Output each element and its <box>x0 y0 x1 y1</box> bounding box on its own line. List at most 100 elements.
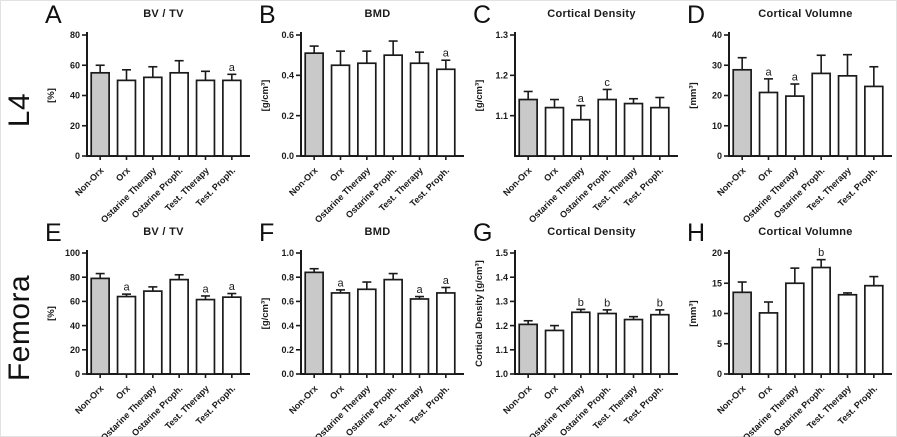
panel-b: B BMD 0.0 0.2 0.4 0.6 [g/cm³] Non-Orx Orx Ostar… <box>253 1 467 225</box>
y-tick-label: 1.4 <box>495 272 508 282</box>
bar-2 <box>357 288 377 375</box>
y-tick-label: 40 <box>712 30 722 40</box>
y-tick-label: 30 <box>712 60 722 70</box>
y-tick-label: 0.0 <box>281 369 294 379</box>
bar-5 <box>222 79 242 157</box>
y-axis-label: [mm³] <box>688 82 699 108</box>
significance-letter: c <box>604 77 610 89</box>
bar-0 <box>90 71 110 157</box>
y-tick-label: 1.2 <box>495 71 508 81</box>
bar-4 <box>837 293 858 375</box>
x-tick-label: Non-Orx <box>287 383 320 416</box>
y-tick-label: 1.2 <box>495 321 508 331</box>
y-tick-label: 1.3 <box>495 297 508 307</box>
x-tick-label: Orx <box>756 165 774 183</box>
bar-2 <box>571 118 591 157</box>
panel-letter-g: G <box>473 219 493 247</box>
significance-letter: a <box>578 93 585 105</box>
bar-5 <box>864 284 884 375</box>
panel-letter-e: E <box>45 219 62 247</box>
y-tick-label: 1.3 <box>495 30 508 40</box>
significance-letter: a <box>337 277 344 289</box>
bar-3 <box>597 98 617 157</box>
bar-5 <box>864 85 884 157</box>
bar-1 <box>116 79 137 157</box>
panel-letter-h: H <box>687 219 706 247</box>
bar-5 <box>222 296 242 375</box>
y-tick-label: 10 <box>712 309 722 319</box>
significance-letter: a <box>123 282 130 294</box>
panel-title-b: BMD <box>364 8 391 20</box>
x-tick-label: Non-Orx <box>715 383 748 416</box>
bar-1 <box>758 312 779 375</box>
x-tick-label: Orx <box>756 383 774 401</box>
y-tick-label: 0.4 <box>281 321 294 331</box>
x-tick-label: Orx <box>328 165 346 183</box>
y-tick-label: 0.8 <box>281 272 294 282</box>
bar-5 <box>436 68 456 157</box>
bar-1 <box>758 91 779 157</box>
y-tick-label: 40 <box>70 91 80 101</box>
x-tick-label: Non-Orx <box>73 165 106 198</box>
y-tick-label: 15 <box>712 278 722 288</box>
y-tick-label: 1.5 <box>495 248 508 258</box>
panel-e: E BV / TV 0 20 40 60 80 100 [%] Non-Orx a Orx Osta… <box>39 219 253 437</box>
y-tick-label: 1.1 <box>495 111 508 121</box>
y-tick-label: 20 <box>712 91 722 101</box>
panel-c: C Cortical Density 1.1 1.2 1.3 [g/cm³] Non-O… <box>467 1 681 225</box>
significance-letter: a <box>443 275 450 287</box>
figure-row-l4: L4 A BV / TV 0 20 40 60 80 [%] Non-Orx Orx Ostar… <box>1 1 896 225</box>
y-axis-label: [mm³] <box>688 300 699 326</box>
bar-1 <box>330 292 351 375</box>
panel-g: G Cortical Density 1.0 1.1 1.2 1.3 1.4 1.5 Cor… <box>467 219 681 437</box>
bar-2 <box>143 76 163 157</box>
bar-3 <box>383 278 403 375</box>
bar-4 <box>409 298 430 375</box>
bar-4 <box>623 318 644 375</box>
panel-letter-c: C <box>473 1 492 29</box>
bar-1 <box>330 64 351 157</box>
y-axis-label: [g/cm³] <box>260 80 271 112</box>
y-tick-label: 20 <box>70 121 80 131</box>
y-axis-label: Cortical Density [g/cm³] <box>474 260 485 367</box>
panel-letter-a: A <box>45 1 62 29</box>
bar-5 <box>436 292 456 375</box>
bar-3 <box>383 54 403 157</box>
panel-title-h: Cortical Volumne <box>758 226 853 238</box>
y-tick-label: 80 <box>70 272 80 282</box>
panel-title-a: BV / TV <box>143 8 184 20</box>
significance-letter: a <box>229 281 236 293</box>
x-tick-label: Orx <box>542 383 560 401</box>
y-tick-label: 0.6 <box>281 297 294 307</box>
y-tick-label: 1.0 <box>495 369 508 379</box>
bar-3 <box>811 72 831 157</box>
x-tick-label: Orx <box>542 165 560 183</box>
y-axis-label: [g/cm³] <box>474 80 485 112</box>
bar-2 <box>571 311 591 375</box>
bar-2 <box>143 290 163 375</box>
bar-3 <box>169 278 189 375</box>
panel-title-f: BMD <box>364 226 391 238</box>
bar-5 <box>650 313 670 375</box>
y-axis-label: [%] <box>46 88 57 103</box>
row-label-box-l4: L4 <box>1 1 39 219</box>
bar-2 <box>785 282 805 375</box>
y-axis-label: [%] <box>46 306 57 321</box>
bar-2 <box>357 62 377 157</box>
panel-d: D Cortical Volumne 0 10 20 30 40 [mm³] Non-Orx… <box>681 1 895 225</box>
significance-letter: a <box>202 283 209 295</box>
panel-title-g: Cortical Density <box>547 226 636 238</box>
y-tick-label: 0.4 <box>281 71 294 81</box>
y-tick-label: 1.0 <box>281 248 294 258</box>
significance-letter: b <box>604 297 610 309</box>
bar-4 <box>195 79 216 157</box>
x-tick-label: Orx <box>328 383 346 401</box>
row-label-femora: Femora <box>3 274 37 382</box>
bar-0 <box>304 52 324 157</box>
